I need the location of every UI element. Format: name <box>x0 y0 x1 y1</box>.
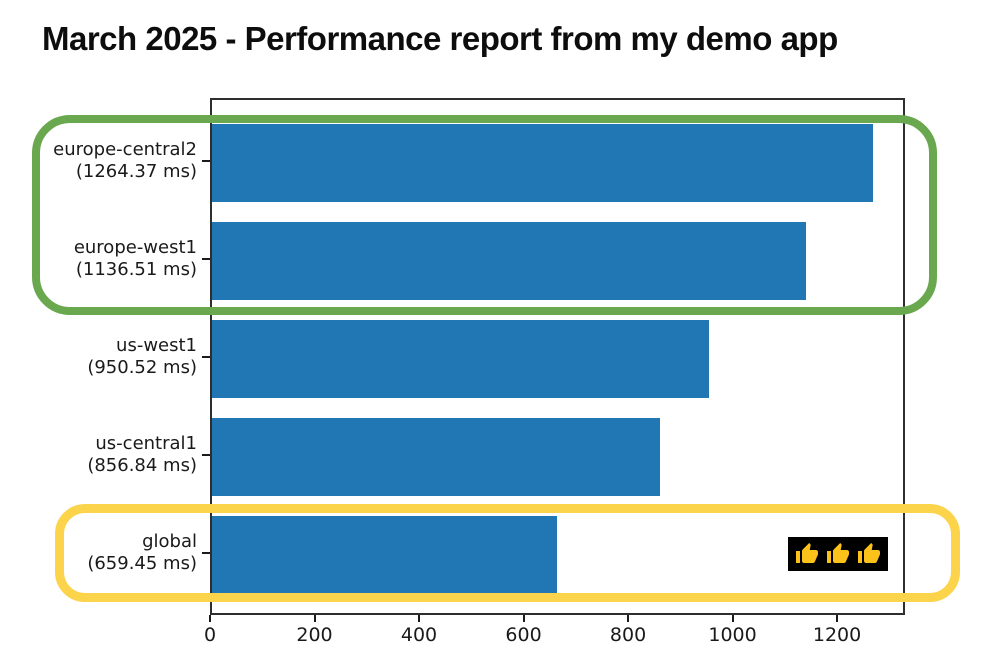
category-value: (1136.51 ms) <box>75 258 197 280</box>
y-tick-mark <box>202 551 210 554</box>
bar-us-central1 <box>212 417 660 496</box>
x-tick-mark <box>418 615 421 622</box>
category-value: (856.84 ms) <box>87 454 197 476</box>
category-name: europe-central2 <box>53 138 197 160</box>
thumbs-up-badge <box>788 537 888 571</box>
bar-europe-west1 <box>212 221 806 300</box>
x-tick-mark <box>836 615 839 622</box>
y-tick-mark <box>202 159 210 162</box>
x-tick-label: 800 <box>609 624 647 646</box>
bar-us-west1 <box>212 319 709 398</box>
thumbs-up-icon <box>796 543 818 563</box>
thumbs-up-icon <box>827 543 849 563</box>
x-tick-mark <box>313 615 316 622</box>
bar-europe-central2 <box>212 123 873 202</box>
y-tick-mark <box>202 355 210 358</box>
category-name: global <box>142 530 197 552</box>
x-tick-label: 0 <box>203 624 217 646</box>
bar-global <box>212 515 557 594</box>
x-tick-mark <box>209 615 211 622</box>
y-tick-label-global: global (659.45 ms) <box>0 531 197 575</box>
plot-area <box>210 98 905 615</box>
category-name: us-central1 <box>95 432 197 454</box>
x-tick-mark <box>731 615 734 622</box>
y-tick-mark <box>202 453 210 456</box>
thumbs-up-icon <box>858 543 880 563</box>
chart-title: March 2025 - Performance report from my … <box>42 20 838 57</box>
x-tick-label: 1000 <box>708 624 757 646</box>
x-tick-mark <box>522 615 525 622</box>
category-value: (659.45 ms) <box>87 552 197 574</box>
y-tick-label-europe-central2: europe-central2 (1264.37 ms) <box>0 139 197 183</box>
y-tick-mark <box>202 257 210 260</box>
x-tick-label: 1200 <box>812 624 862 646</box>
y-tick-label-us-west1: us-west1 (950.52 ms) <box>0 335 197 379</box>
x-tick-label: 400 <box>400 624 438 646</box>
category-value: (950.52 ms) <box>87 356 197 378</box>
y-tick-label-us-central1: us-central1 (856.84 ms) <box>0 433 197 477</box>
category-name: us-west1 <box>116 334 197 356</box>
x-tick-label: 200 <box>296 624 333 646</box>
category-name: europe-west1 <box>73 236 197 258</box>
y-tick-label-europe-west1: europe-west1 (1136.51 ms) <box>0 237 197 281</box>
category-value: (1264.37 ms) <box>75 160 197 182</box>
x-tick-mark <box>627 615 630 622</box>
x-tick-label: 600 <box>505 624 542 646</box>
